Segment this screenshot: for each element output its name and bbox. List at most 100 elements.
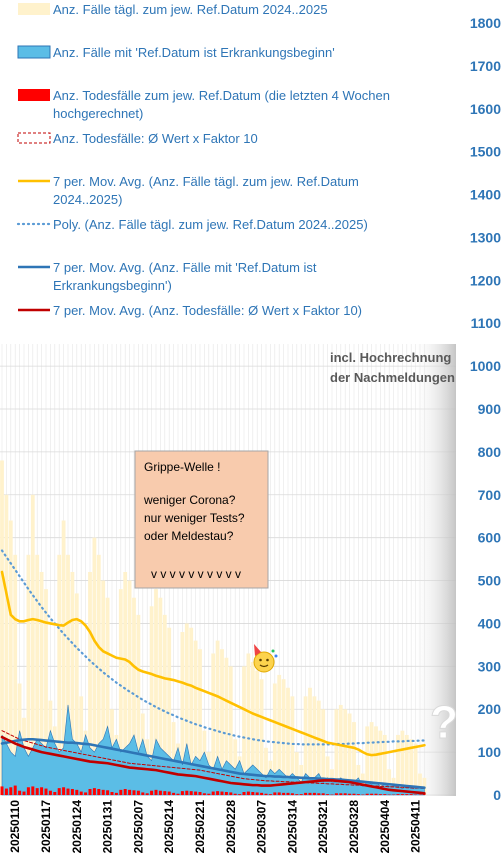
bar-cases-ref [105,597,110,795]
bar-cases-ref [233,739,238,795]
bar-deaths [48,790,52,795]
confetti-1 [271,649,275,653]
bar-deaths [53,791,57,795]
bar-cases-ref [118,589,123,795]
x-tick-label: 20250328 [347,800,361,854]
legend-swatch [18,89,50,101]
party-hat [254,644,261,656]
bar-deaths [84,792,88,795]
bar-deaths [233,793,237,795]
line-poly-cases-ref [0,549,426,746]
bar-cases-ref [189,627,194,795]
bar-deaths [255,792,259,795]
bar-cases-ref [44,589,48,795]
bar-deaths [343,793,347,795]
y-tick-label: 0 [493,787,501,803]
x-tick-label: 20250404 [378,800,392,854]
bar-deaths [286,792,290,795]
bar-cases-ref [281,679,286,795]
bar-deaths [321,793,325,795]
bar-cases-ref [242,666,246,795]
bar-cases-ref [347,713,352,795]
bar-deaths [150,790,154,795]
bar-deaths [198,791,202,795]
bar-cases-ref [352,722,356,795]
bar-cases-ref [334,709,339,795]
bar-cases-ref [136,614,141,795]
bar-deaths [370,793,374,795]
bar-deaths [264,793,268,795]
bar-cases-ref [250,662,255,795]
y-tick-label: 700 [478,487,502,503]
x-tick-label: 20250124 [70,800,84,854]
line-deaths-x10 [1,730,425,790]
bar-cases-ref [66,554,70,795]
line-ma-deaths-x10 [0,735,426,795]
bar-cases-ref [413,743,418,795]
bar-cases-ref [180,632,185,795]
bar-deaths [251,791,255,795]
bar-deaths [13,785,17,795]
legend-label: 7 per. Mov. Avg. (Anz. Todesfälle: Ø Wer… [53,303,362,318]
y-tick-label: 800 [478,444,502,460]
bar-deaths [22,791,26,795]
bar-cases-ref [74,593,79,795]
bar-deaths [158,790,162,795]
bar-deaths [185,790,189,795]
bar-deaths [409,794,413,795]
bar-deaths [295,794,299,795]
annotation-box-bg [134,450,269,589]
bar-deaths [110,791,114,795]
legend-label: 2024..2025) [53,192,122,207]
bar-cases-ref [378,730,383,795]
legend-label: Anz. Todesfälle: Ø Wert x Faktor 10 [53,131,258,146]
bar-deaths [70,788,74,795]
bar-cases-ref [184,623,189,795]
legend-swatch [17,132,51,144]
confetti-2 [274,654,278,658]
bar-deaths [246,791,250,795]
annotation-box-line-1: Grippe-Welle ! [144,460,220,474]
bar-deaths [136,790,140,795]
bar-cases-ref [325,756,330,795]
legend-entry-cases-onset: Anz. Fälle mit 'Ref.Datum ist Erkrankung… [17,45,335,60]
bar-cases-ref [92,537,97,795]
bar-deaths [167,791,171,795]
x-tick-label: 20250117 [39,800,53,853]
legend-entry-deaths-x10: Anz. Todesfälle: Ø Wert x Faktor 10 [17,131,258,146]
bar-cases-ref [338,704,343,795]
bar-deaths [268,794,272,795]
line-ma-cases-onset [0,737,426,790]
projection-note-line-2: der Nachmeldungen [330,370,455,385]
bar-cases-ref [193,640,198,795]
x-tick-label: 20250314 [285,800,299,854]
y-tick-label: 1300 [470,229,501,245]
bar-deaths [9,787,13,795]
annotation-box-line-5: oder Meldestau? [144,529,234,543]
series-deaths [0,785,426,795]
bar-deaths [317,793,321,795]
bar-cases-ref [198,649,202,795]
legend-entry-ma-deaths-x10: 7 per. Mov. Avg. (Anz. Todesfälle: Ø Wer… [18,303,362,318]
y-tick-label: 900 [478,401,502,417]
bar-deaths [75,789,79,795]
bar-deaths [229,792,233,795]
bar-cases-ref [57,554,62,795]
bar-deaths [334,793,338,795]
bar-deaths [273,792,277,795]
y-tick-label: 1400 [470,187,501,203]
legend-label: Anz. Fälle mit 'Ref.Datum ist Erkrankung… [53,45,335,60]
bar-deaths [348,793,352,795]
bar-deaths [400,794,404,795]
bar-cases-ref [418,773,422,795]
y-tick-label: 200 [478,701,502,717]
x-axis: 20250110 20250117 20250124 20250131 20250207… [8,800,422,854]
bar-deaths [216,791,220,795]
bar-deaths [312,792,316,795]
bar-cases-ref [224,657,229,795]
bar-cases-ref [79,696,84,795]
legend-entry-deaths: Anz. Todesfälle zum jew. Ref.Datum (die … [18,88,390,121]
legend-label: Anz. Fälle tägl. zum jew. Ref.Datum 2024… [53,2,328,17]
bar-cases-ref [70,571,75,795]
